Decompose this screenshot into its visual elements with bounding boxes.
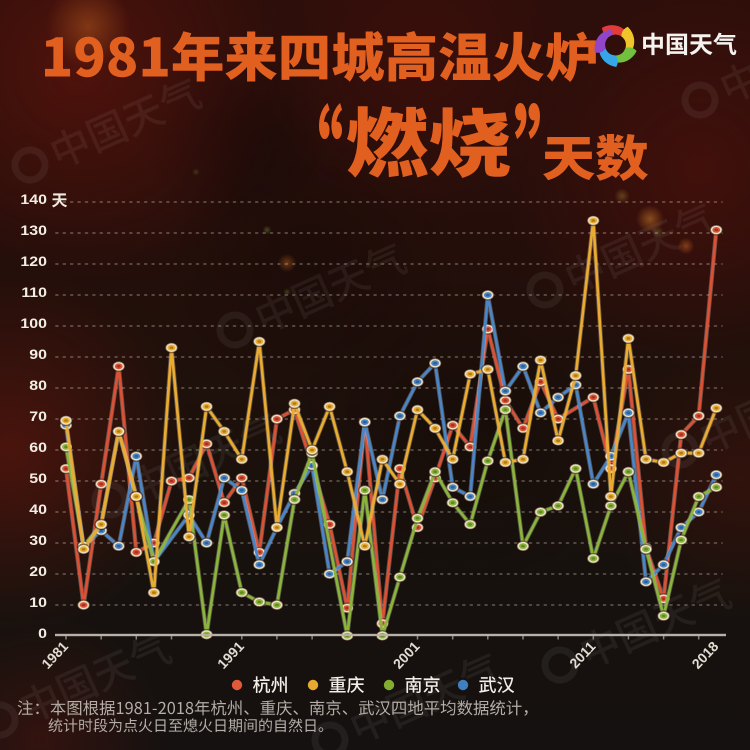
svg-text:2018: 2018	[689, 638, 722, 672]
svg-text:2001: 2001	[390, 638, 423, 672]
svg-text:60: 60	[29, 441, 47, 456]
svg-text:20: 20	[29, 565, 47, 580]
svg-text:70: 70	[29, 410, 47, 425]
svg-text:120: 120	[20, 255, 47, 270]
svg-text:50: 50	[29, 472, 47, 487]
svg-text:1991: 1991	[214, 638, 247, 672]
svg-text:90: 90	[29, 348, 47, 363]
svg-text:140: 140	[20, 193, 47, 208]
svg-text:110: 110	[21, 286, 47, 301]
svg-text:130: 130	[20, 224, 47, 239]
svg-text:80: 80	[29, 379, 47, 394]
svg-text:10: 10	[29, 596, 47, 611]
svg-text:100: 100	[20, 317, 47, 332]
svg-text:1981: 1981	[38, 638, 71, 672]
svg-text:0: 0	[38, 627, 47, 642]
svg-text:30: 30	[29, 534, 47, 549]
svg-text:40: 40	[29, 503, 47, 518]
